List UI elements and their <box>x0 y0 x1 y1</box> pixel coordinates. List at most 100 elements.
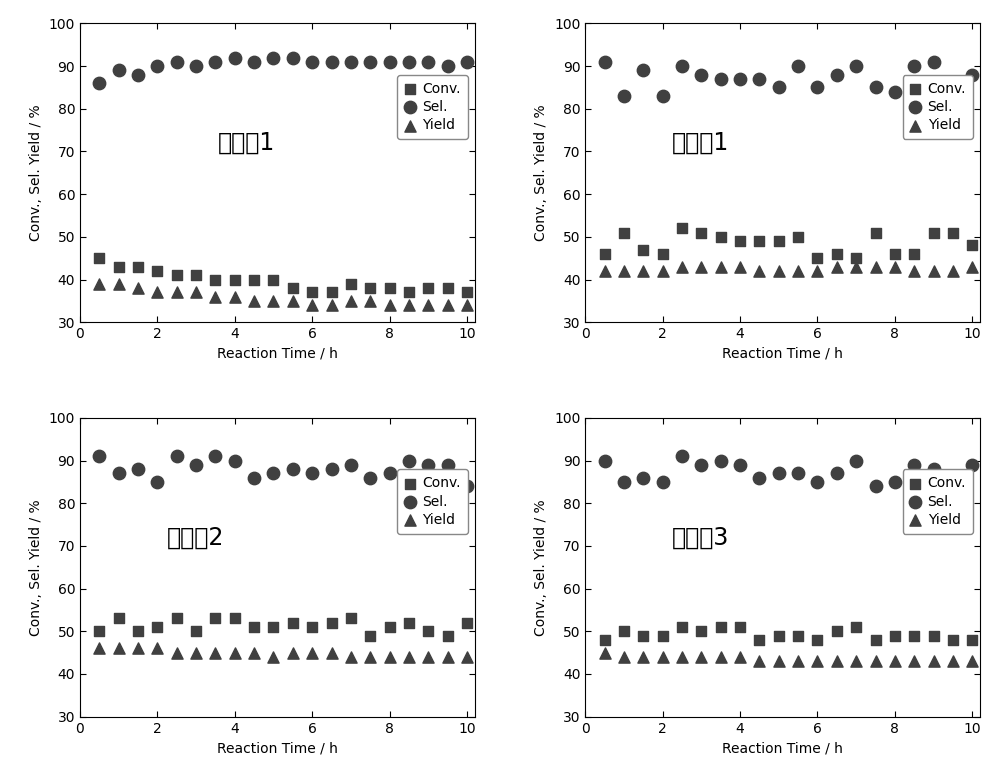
Conv. <box>848 252 864 264</box>
Conv. <box>887 629 903 642</box>
Sel. <box>304 55 320 68</box>
Conv. <box>169 269 185 281</box>
Sel. <box>304 467 320 480</box>
Conv. <box>635 243 651 256</box>
Yield <box>304 647 320 659</box>
Sel. <box>848 454 864 467</box>
Yield <box>597 265 613 277</box>
Yield <box>848 655 864 668</box>
Sel. <box>130 69 146 81</box>
Conv. <box>382 282 398 294</box>
Conv. <box>964 633 980 646</box>
Conv. <box>906 248 922 260</box>
Yield <box>809 655 825 668</box>
Yield <box>343 294 359 307</box>
Conv. <box>829 625 845 637</box>
Conv. <box>809 633 825 646</box>
Yield <box>751 265 767 277</box>
Conv. <box>597 633 613 646</box>
Yield <box>362 294 378 307</box>
Yield <box>790 265 806 277</box>
X-axis label: Reaction Time / h: Reaction Time / h <box>722 741 843 755</box>
Text: 实施例2: 实施例2 <box>167 525 224 549</box>
Sel. <box>732 72 748 85</box>
Yield <box>693 260 709 273</box>
Legend: Conv., Sel., Yield: Conv., Sel., Yield <box>903 75 973 139</box>
Yield <box>616 265 632 277</box>
Yield <box>459 299 475 312</box>
Yield <box>906 265 922 277</box>
Yield <box>343 650 359 663</box>
Sel. <box>964 69 980 81</box>
Conv. <box>906 629 922 642</box>
Yield <box>597 647 613 659</box>
Yield <box>790 655 806 668</box>
Conv. <box>868 227 884 239</box>
Yield <box>945 655 961 668</box>
Yield <box>111 277 127 290</box>
Yield <box>926 265 942 277</box>
Y-axis label: Conv., Sel. Yield / %: Conv., Sel. Yield / % <box>534 104 548 241</box>
X-axis label: Reaction Time / h: Reaction Time / h <box>217 347 338 361</box>
Conv. <box>362 282 378 294</box>
Conv. <box>324 616 340 629</box>
Conv. <box>790 629 806 642</box>
Yield <box>926 655 942 668</box>
Yield <box>945 265 961 277</box>
Conv. <box>285 616 301 629</box>
Yield <box>440 299 456 312</box>
Yield <box>732 260 748 273</box>
Yield <box>304 299 320 312</box>
Conv. <box>362 629 378 642</box>
Sel. <box>693 69 709 81</box>
Yield <box>324 299 340 312</box>
Sel. <box>771 81 787 93</box>
Conv. <box>964 239 980 252</box>
Sel. <box>829 69 845 81</box>
Conv. <box>149 621 165 633</box>
Conv. <box>829 248 845 260</box>
Yield <box>655 265 671 277</box>
Yield <box>362 650 378 663</box>
Sel. <box>616 90 632 102</box>
Yield <box>868 655 884 668</box>
Sel. <box>440 459 456 471</box>
Yield <box>401 299 417 312</box>
Sel. <box>887 476 903 488</box>
Conv. <box>227 273 243 286</box>
Sel. <box>130 463 146 475</box>
Yield <box>713 650 729 663</box>
Yield <box>674 260 690 273</box>
Sel. <box>227 51 243 64</box>
Sel. <box>635 64 651 76</box>
Sel. <box>616 476 632 488</box>
Conv. <box>713 621 729 633</box>
Sel. <box>868 81 884 93</box>
Conv. <box>304 621 320 633</box>
Sel. <box>751 72 767 85</box>
Conv. <box>343 612 359 625</box>
Sel. <box>246 471 262 484</box>
Yield <box>635 650 651 663</box>
Conv. <box>945 227 961 239</box>
Conv. <box>265 273 281 286</box>
Conv. <box>265 621 281 633</box>
Yield <box>285 294 301 307</box>
Sel. <box>111 467 127 480</box>
Yield <box>130 282 146 294</box>
Sel. <box>809 81 825 93</box>
Conv. <box>713 231 729 243</box>
Text: 实施例1: 实施例1 <box>672 131 729 155</box>
Yield <box>829 655 845 668</box>
Legend: Conv., Sel., Yield: Conv., Sel., Yield <box>903 470 973 534</box>
Yield <box>169 647 185 659</box>
Sel. <box>751 471 767 484</box>
Conv. <box>188 269 204 281</box>
Yield <box>246 294 262 307</box>
Yield <box>655 650 671 663</box>
Sel. <box>246 55 262 68</box>
Sel. <box>265 51 281 64</box>
Yield <box>227 291 243 303</box>
Conv. <box>868 633 884 646</box>
Sel. <box>926 463 942 475</box>
